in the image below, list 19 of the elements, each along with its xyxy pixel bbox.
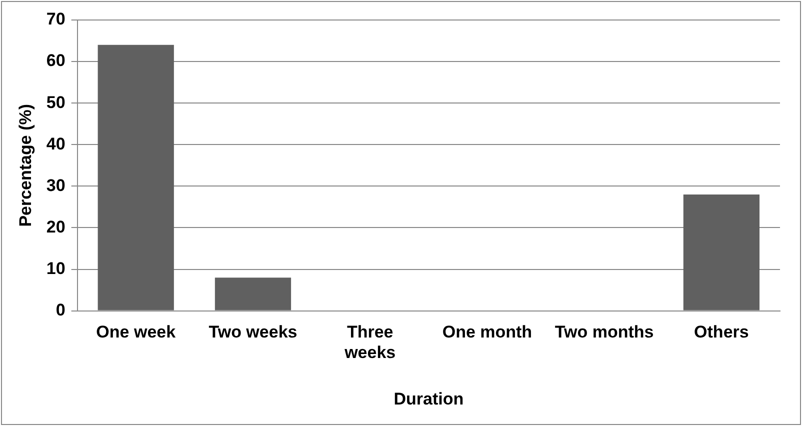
y-tick-label: 40 [46,134,66,154]
y-axis-title: Percentage (%) [16,104,35,227]
bar [214,278,292,310]
x-tick-label: Two weeks [208,322,298,342]
x-axis-title: Duration [394,389,464,408]
x-tick-label: One week [96,322,176,342]
x-tick-label: Others [694,322,749,342]
y-tick-label: 10 [46,258,66,278]
bar [683,194,760,310]
x-tick-label: Two months [554,322,654,342]
x-tick-label: Three weeks [344,322,396,362]
y-tick-label: 0 [56,300,66,320]
y-tick-label: 30 [46,176,66,195]
bar [98,44,174,310]
x-tick-label: One month [442,322,532,342]
y-tick-label: 20 [46,217,66,236]
y-tick-label: 60 [46,51,66,70]
y-tick-label: 50 [46,92,66,112]
y-tick-label: 70 [46,10,66,29]
